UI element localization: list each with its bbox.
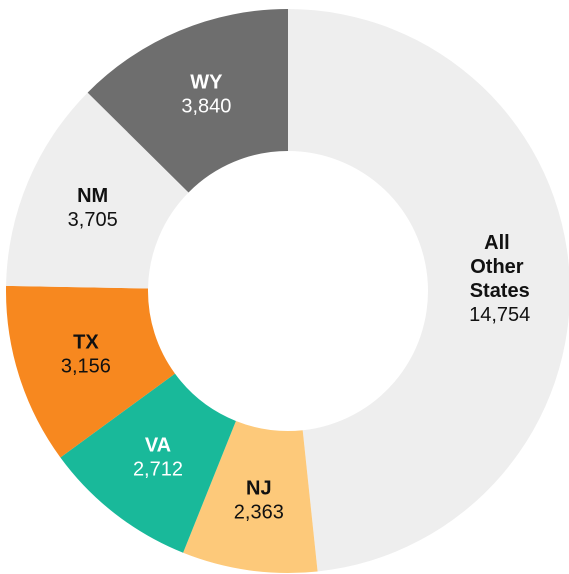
slice-label: WY [190,72,223,94]
slice [183,420,318,573]
slice [87,9,288,193]
slice-label: All Other States [470,232,530,302]
slice [6,92,189,289]
label-line: All [484,232,515,254]
value-label: 14,754 [469,304,530,326]
slice [60,373,236,553]
value-label: 3,705 [68,209,118,231]
value-label: 3,156 [61,355,111,377]
slice [5,285,176,458]
value-label: 2,712 [133,459,183,481]
value-label: 3,840 [181,96,231,118]
slice-label: TX [73,331,99,353]
slice-label: VA [145,435,171,457]
slice [288,9,569,572]
value-label: 2,363 [234,501,284,523]
slice-label: NJ [246,477,272,499]
label-line: States [470,280,530,302]
label-line: Other [470,256,529,278]
slice-label: NM [77,185,108,207]
